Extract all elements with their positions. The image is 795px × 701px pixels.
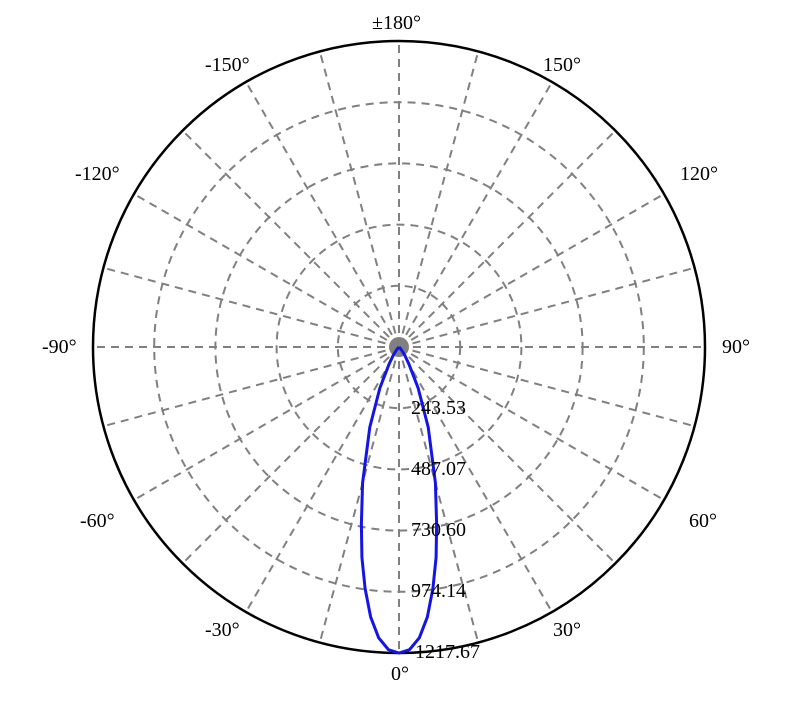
grid-spoke <box>183 131 399 347</box>
angle-label: 30° <box>553 619 581 641</box>
angle-label: 120° <box>680 163 718 185</box>
grid-spoke <box>134 347 399 500</box>
angle-label: 0° <box>391 663 409 685</box>
grid-spoke <box>134 194 399 347</box>
grid-spoke <box>103 268 399 347</box>
angle-label: 90° <box>722 336 750 358</box>
radial-label: 487.07 <box>411 458 466 480</box>
grid-spoke <box>399 82 552 347</box>
radial-label: 730.60 <box>411 519 466 541</box>
radial-label: 974.14 <box>411 580 466 602</box>
grid-spoke <box>399 51 478 347</box>
grid-spoke <box>103 347 399 426</box>
radial-label: 1217.67 <box>415 641 480 663</box>
angle-label: ±180° <box>372 12 421 34</box>
grid-spoke <box>246 347 399 612</box>
grid-spoke <box>399 194 664 347</box>
grid-spoke <box>399 268 695 347</box>
grid-spoke <box>320 51 399 347</box>
grid-spoke <box>320 347 399 643</box>
angle-label: -30° <box>205 619 240 641</box>
grid-spoke <box>246 82 399 347</box>
angle-label: -120° <box>75 163 120 185</box>
angle-label: 60° <box>689 510 717 532</box>
grid-spoke <box>399 131 615 347</box>
angle-label: -90° <box>42 336 77 358</box>
radial-label: 243.53 <box>411 397 466 419</box>
angle-label: -150° <box>205 54 250 76</box>
angle-label: -60° <box>80 510 115 532</box>
angle-label: 150° <box>543 54 581 76</box>
polar-chart: ±180° -150° 150° -120° 120° -90° 90° -60° 60° -30… <box>0 0 795 701</box>
